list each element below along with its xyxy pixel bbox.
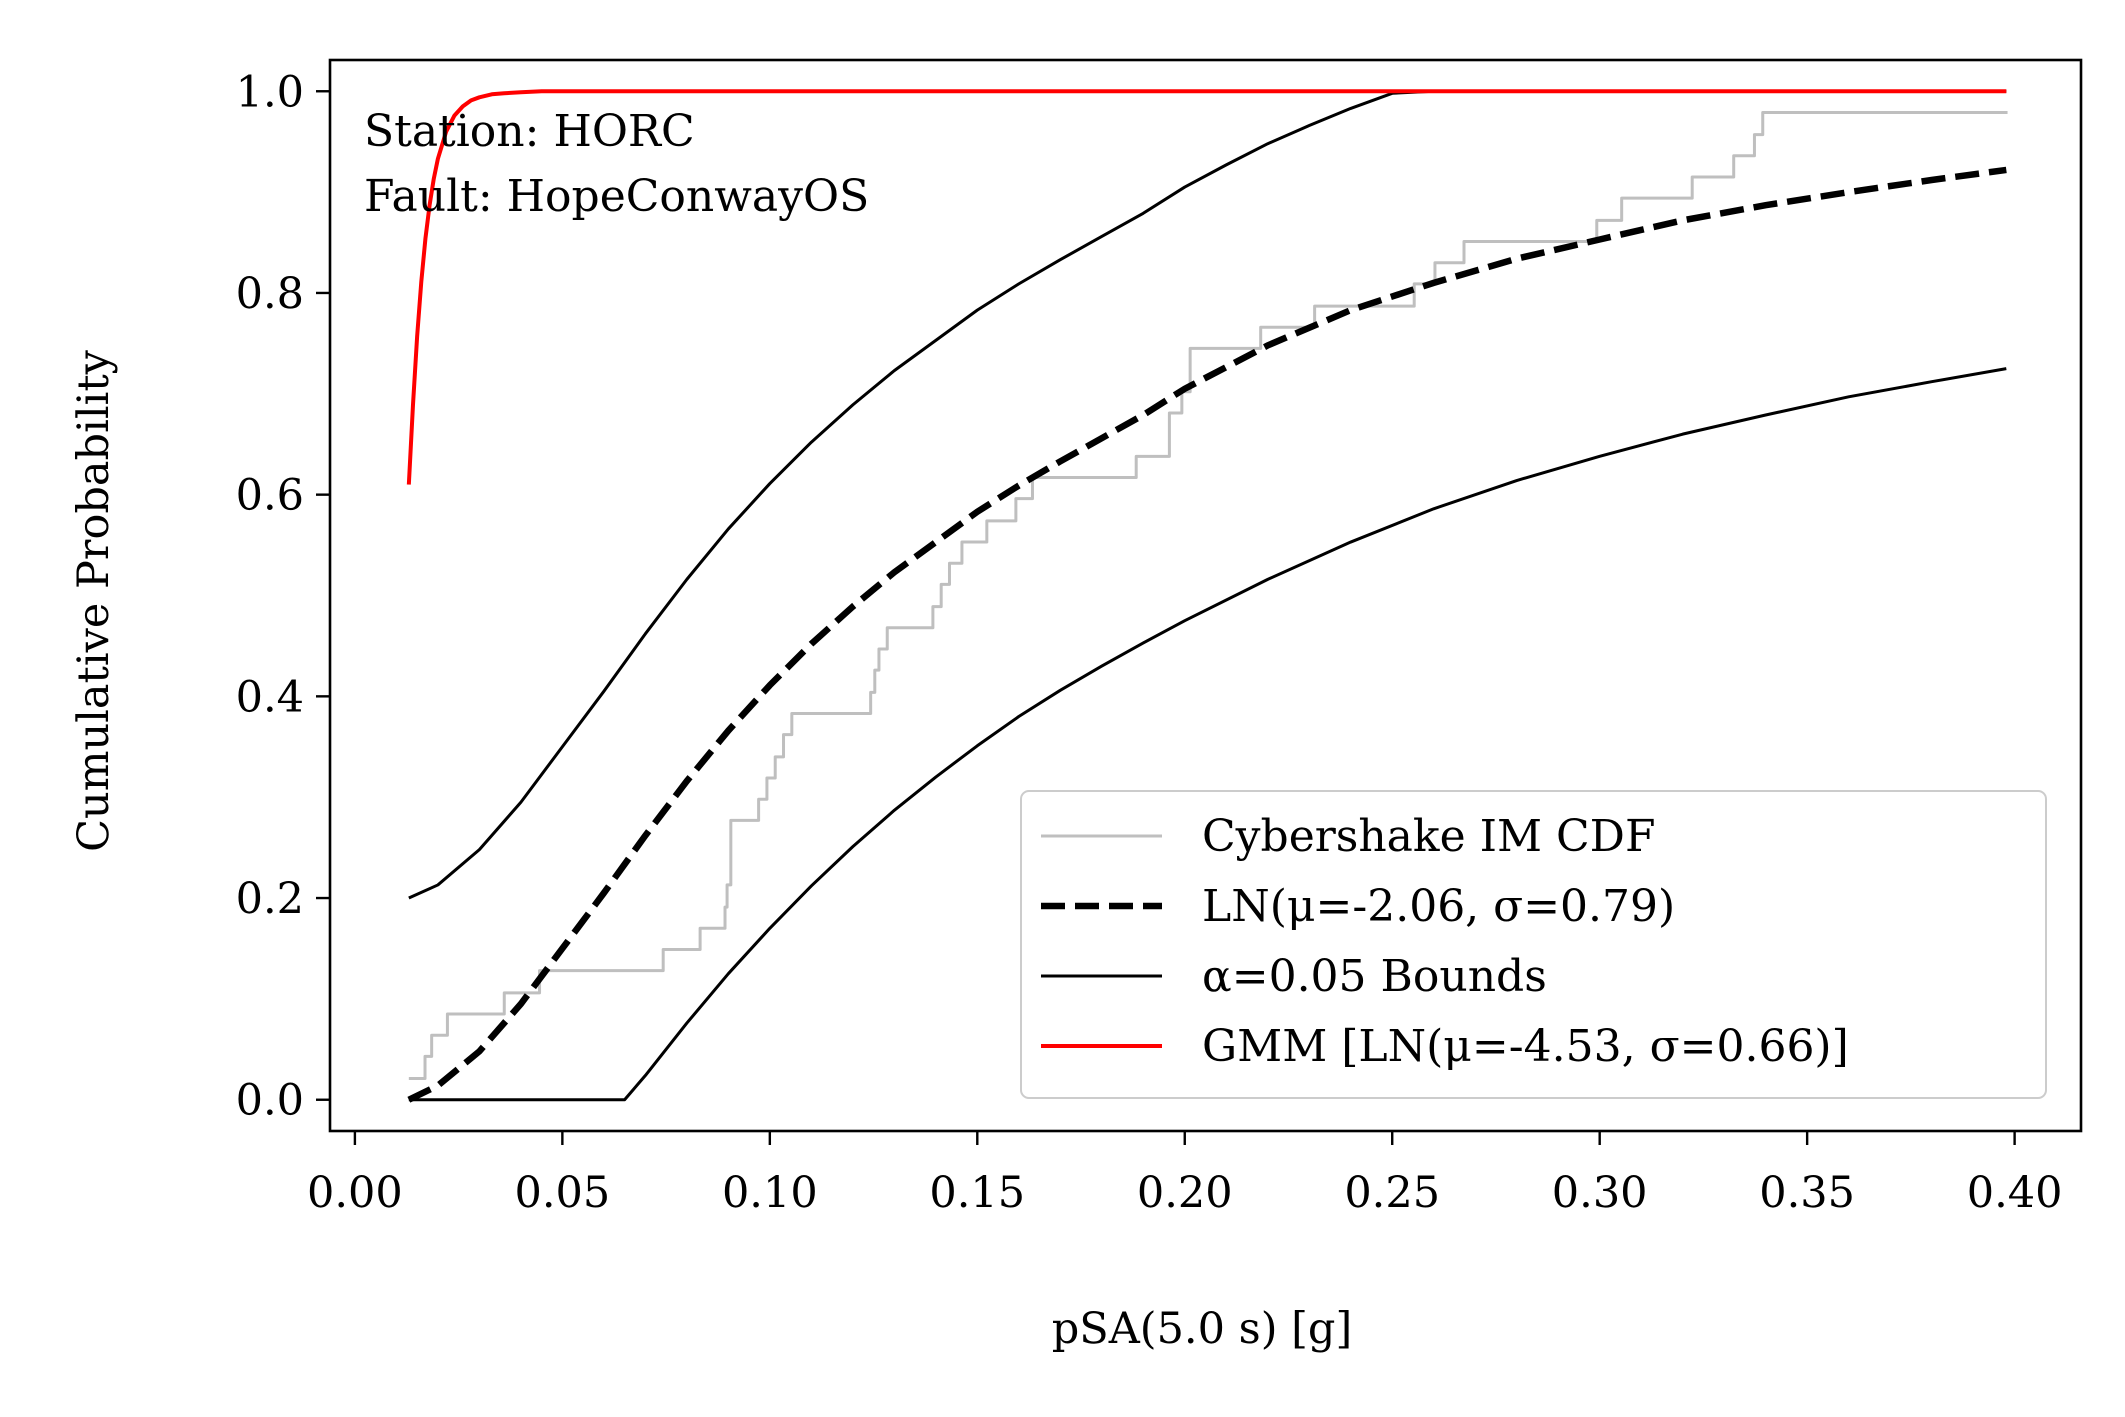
y-axis-label: Cumulative Probability [69,349,119,851]
legend-label-ln-fit: LN(μ=-2.06, σ=0.79) [1202,881,1675,932]
y-axis: 0.0 0.2 0.4 0.6 0.8 1.0 [236,67,330,1126]
x-tick-label: 0.35 [1759,1168,1855,1218]
gmm-line [406,89,2007,485]
x-axis-label: pSA(5.0 s) [g] [1052,1304,1352,1354]
cybershake-cdf-line [408,110,2008,1081]
x-tick-label: 0.15 [929,1168,1025,1218]
y-tick-label: 0.0 [236,1076,304,1126]
fault-annotation: Fault: HopeConwayOS [364,171,869,222]
x-tick-label: 0.05 [514,1168,610,1218]
y-tick-label: 0.4 [236,672,304,722]
y-tick-label: 1.0 [236,67,304,117]
legend-box [1020,790,2047,1099]
station-annotation: Station: HORC [364,106,695,157]
y-tick-label: 0.6 [236,471,304,521]
series-layer [406,89,2008,1103]
x-tick-label: 0.20 [1137,1168,1233,1218]
plot-frame [328,58,2083,1133]
legend-label-bounds: α=0.05 Bounds [1202,951,1547,1002]
x-tick-label: 0.30 [1552,1168,1648,1218]
x-tick-label: 0.25 [1344,1168,1440,1218]
x-tick-label: 0.00 [307,1168,403,1218]
y-tick-label: 0.8 [236,269,304,319]
bound-lower-line [408,367,2007,1102]
legend: Cybershake IM CDF LN(μ=-2.06, σ=0.79) α=… [1020,790,2047,1099]
legend-label-gmm: GMM [LN(μ=-4.53, σ=0.66)] [1202,1021,1849,1072]
ln-fit-line [407,166,2007,1103]
bound-upper-line [408,89,2007,900]
legend-label-cybershake: Cybershake IM CDF [1202,811,1656,862]
x-tick-label: 0.10 [722,1168,818,1218]
x-axis: 0.00 0.05 0.10 0.15 0.20 0.25 0.30 0.35 0.40 [307,1131,2062,1218]
x-tick-label: 0.40 [1967,1168,2063,1218]
y-tick-label: 0.2 [236,874,304,924]
